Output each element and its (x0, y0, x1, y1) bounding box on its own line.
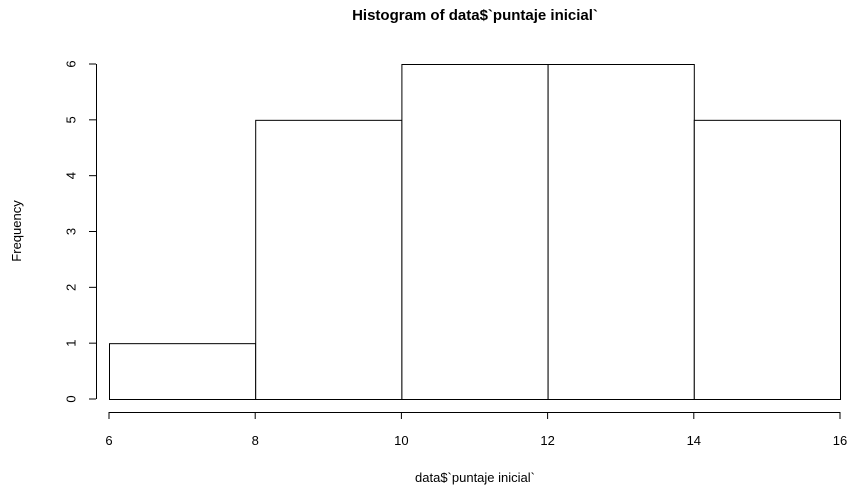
x-tick-label: 8 (252, 433, 259, 448)
x-tick-label: 10 (394, 433, 408, 448)
y-axis-label: Frequency (9, 200, 24, 262)
y-tick-label: 4 (64, 172, 79, 179)
y-tick-label: 0 (64, 395, 79, 402)
histogram-bar-1 (255, 119, 403, 400)
histogram-bar-3 (547, 64, 695, 400)
bars-group (109, 64, 841, 400)
y-tick-label: 6 (64, 60, 79, 67)
x-tick-label: 6 (105, 433, 112, 448)
x-tick-label: 12 (540, 433, 554, 448)
x-axis: 6 8 10 12 14 16 (105, 412, 847, 448)
chart-title: Histogram of data$`puntaje inicial` (352, 7, 598, 24)
y-ticks: 0 1 2 3 4 5 6 (64, 60, 96, 403)
y-axis: 0 1 2 3 4 5 6 (64, 60, 97, 403)
x-ticks: 6 8 10 12 14 16 (105, 412, 847, 448)
histogram-bar-2 (401, 64, 549, 400)
histogram-bar-0 (109, 343, 257, 400)
x-tick-label: 14 (687, 433, 701, 448)
y-tick-label: 3 (64, 228, 79, 235)
histogram-bar-4 (693, 119, 841, 400)
x-tick-label: 16 (833, 433, 847, 448)
x-axis-label: data$`puntaje inicial` (415, 470, 535, 485)
y-tick-label: 1 (64, 340, 79, 347)
y-tick-label: 2 (64, 284, 79, 291)
y-tick-label: 5 (64, 116, 79, 123)
